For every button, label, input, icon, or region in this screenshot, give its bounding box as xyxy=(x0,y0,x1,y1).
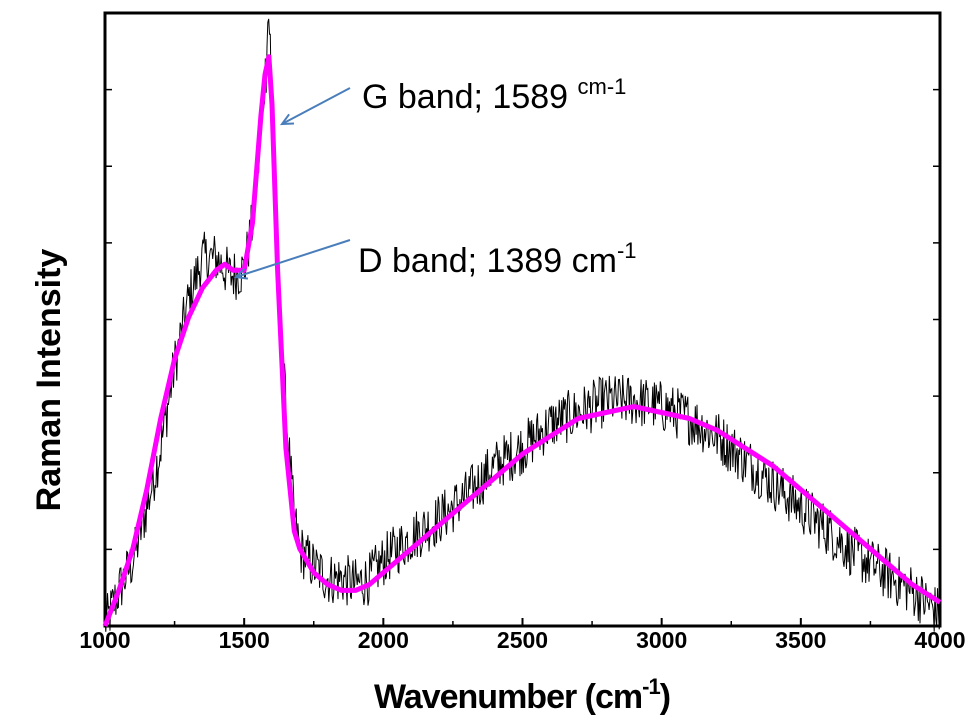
x-axis-title-main: Wavenumber (cm xyxy=(374,678,642,716)
x-axis-title-exponent: -1 xyxy=(642,674,660,699)
x-tick-label: 4000 xyxy=(914,627,965,653)
x-tick-labels: 1000 1500 2000 2500 3000 3500 4000 xyxy=(79,627,965,653)
x-axis-title-close: ) xyxy=(660,678,670,716)
axis-ticks xyxy=(104,88,941,626)
g-band-unit: cm-1 xyxy=(578,74,627,99)
g-band-annotation: G band; 1589 cm-1 xyxy=(362,74,626,116)
arrowhead xyxy=(233,267,249,280)
d-band-arrow xyxy=(235,239,351,278)
g-band-text: G band; 1589 xyxy=(362,78,578,116)
fit-curve-line xyxy=(102,54,942,627)
y-axis-title: Raman Intensity xyxy=(30,249,68,512)
x-axis-title: Wavenumber (cm-1) xyxy=(374,674,670,716)
x-tick-label: 1500 xyxy=(219,627,270,653)
d-band-text: D band; 1389 cm xyxy=(358,242,617,280)
x-tick-label: 3000 xyxy=(636,627,687,653)
x-tick-label: 1000 xyxy=(79,627,130,653)
arrowhead xyxy=(279,113,295,126)
x-tick-label: 2500 xyxy=(497,627,548,653)
x-tick-label: 2000 xyxy=(358,627,409,653)
d-band-unit-exponent: -1 xyxy=(617,238,637,263)
g-band-arrow xyxy=(281,87,351,125)
d-band-annotation: D band; 1389 cm-1 xyxy=(358,238,637,280)
x-tick-label: 3500 xyxy=(775,627,826,653)
